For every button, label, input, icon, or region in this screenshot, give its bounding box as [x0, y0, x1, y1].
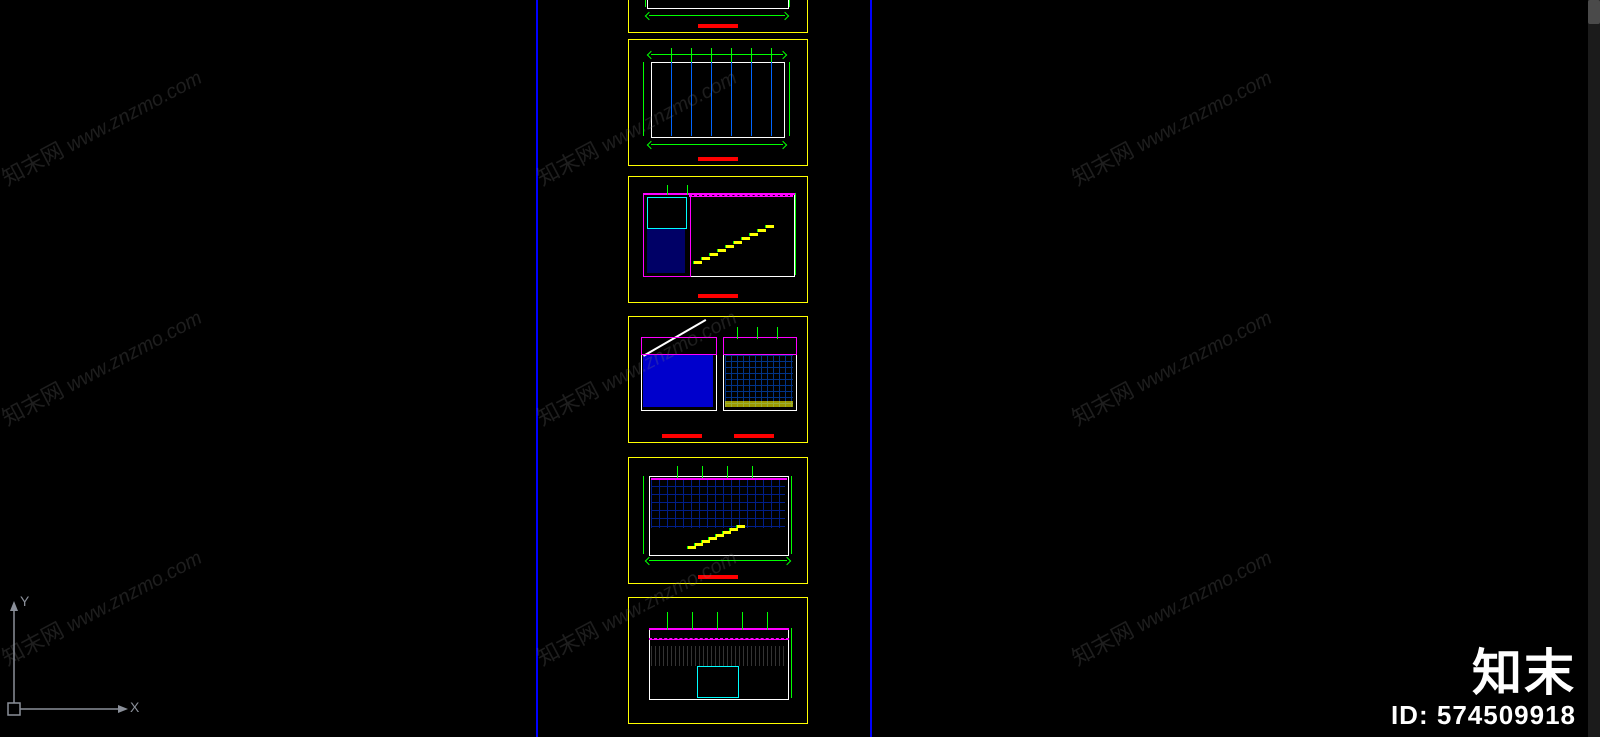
vertical-scrollbar-track[interactable]: [1588, 0, 1600, 737]
brand-overlay: 知末 ID: 574509918: [1391, 648, 1576, 731]
drawing-sheet-4: [628, 457, 808, 584]
drawing-sheet-0: [628, 0, 808, 33]
drawing-sheet-1: [628, 39, 808, 166]
brand-id-line: ID: 574509918: [1391, 700, 1576, 731]
ucs-x-label: X: [130, 699, 139, 715]
brand-logo-text: 知末: [1391, 648, 1576, 698]
drawing-sheet-3: [628, 316, 808, 443]
scale-bar: [698, 157, 738, 161]
vertical-scrollbar-thumb[interactable]: [1588, 0, 1600, 24]
guide-line-right: [870, 0, 872, 737]
guide-line-left: [536, 0, 538, 737]
drawing-sheet-2: [628, 176, 808, 303]
scale-bar-2: [734, 434, 774, 438]
cad-model-space[interactable]: 知末网www.znzmo.com 知末网www.znzmo.com 知末网www…: [0, 0, 1588, 737]
scale-bar: [698, 575, 738, 579]
scale-bar: [662, 434, 702, 438]
drawing-sheet-5: [628, 597, 808, 724]
ucs-y-label: Y: [20, 593, 29, 609]
scale-bar: [698, 24, 738, 28]
ucs-icon: X Y: [8, 599, 138, 719]
scale-bar: [698, 294, 738, 298]
